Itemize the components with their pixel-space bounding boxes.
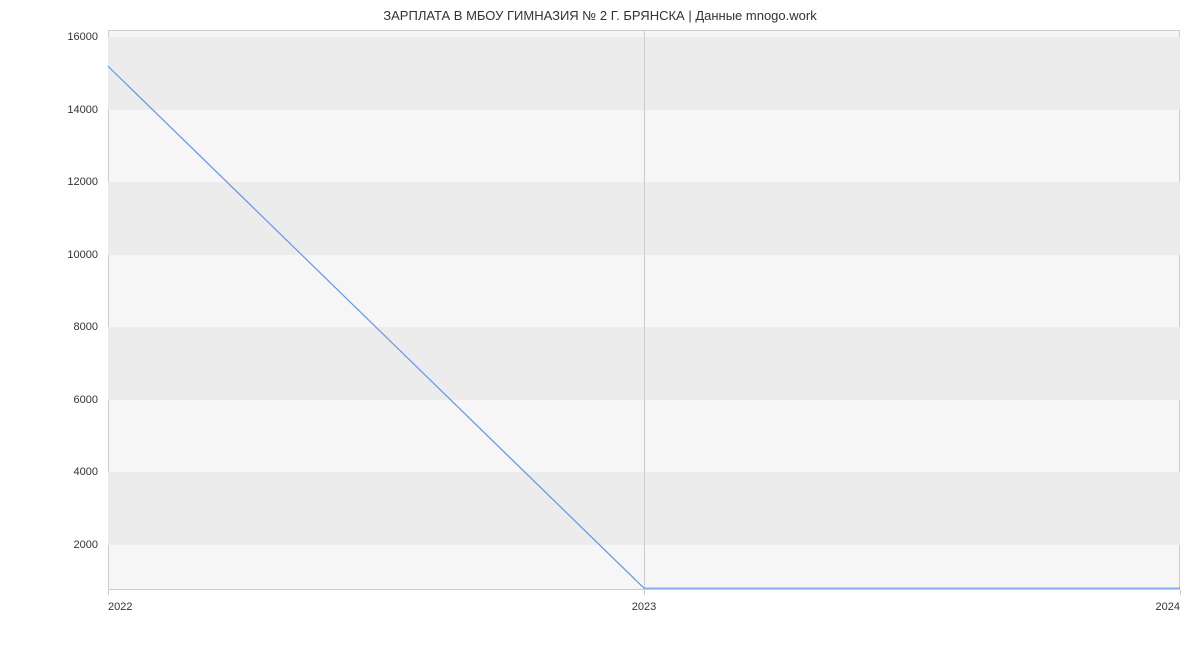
chart-container: ЗАРПЛАТА В МБОУ ГИМНАЗИЯ № 2 Г. БРЯНСКА … bbox=[0, 0, 1200, 650]
line-series bbox=[108, 30, 1180, 590]
y-axis-tick-label: 6000 bbox=[0, 394, 98, 406]
y-axis-tick-label: 16000 bbox=[0, 31, 98, 43]
y-axis-tick-label: 2000 bbox=[0, 539, 98, 551]
y-axis-tick-label: 14000 bbox=[0, 104, 98, 116]
x-axis-tick-label: 2024 bbox=[1156, 601, 1180, 613]
x-axis-tick-mark bbox=[108, 590, 109, 595]
x-axis-tick-mark bbox=[644, 590, 645, 595]
y-axis-tick-label: 12000 bbox=[0, 176, 98, 188]
y-axis-tick-label: 8000 bbox=[0, 321, 98, 333]
x-axis-tick-label: 2022 bbox=[108, 601, 132, 613]
plot-area bbox=[108, 30, 1180, 590]
x-axis-tick-label: 2023 bbox=[632, 601, 656, 613]
y-axis-tick-label: 4000 bbox=[0, 466, 98, 478]
data-line bbox=[108, 66, 1180, 588]
y-axis-tick-label: 10000 bbox=[0, 249, 98, 261]
x-axis-tick-mark bbox=[1180, 590, 1181, 595]
chart-title: ЗАРПЛАТА В МБОУ ГИМНАЗИЯ № 2 Г. БРЯНСКА … bbox=[0, 8, 1200, 23]
